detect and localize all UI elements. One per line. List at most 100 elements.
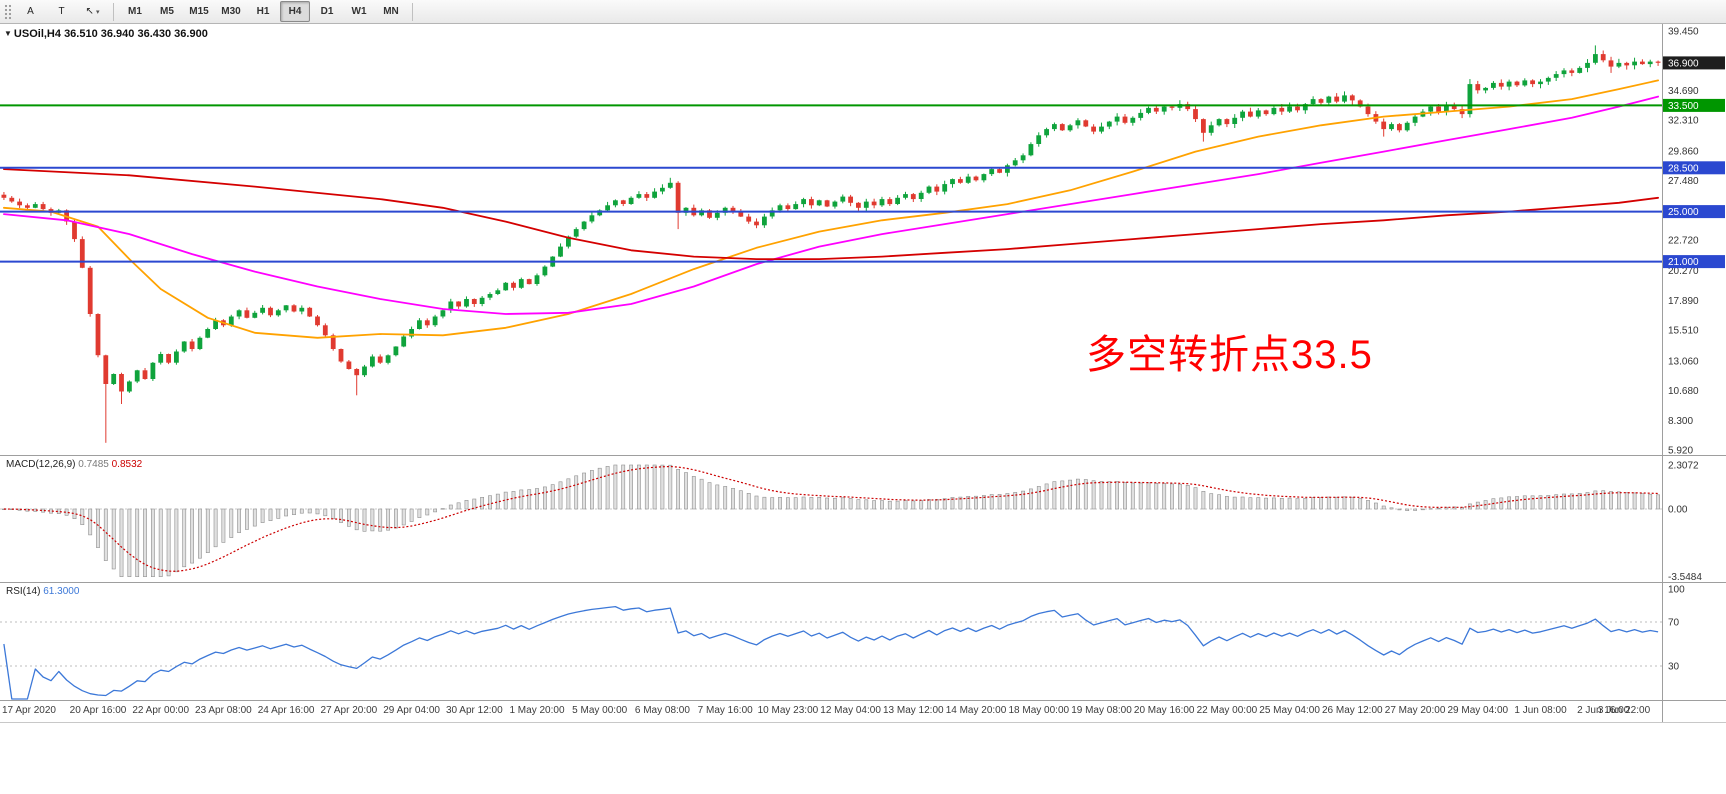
macd-bar (942, 498, 947, 510)
candle-body (1577, 67, 1583, 73)
rsi-panel[interactable] (0, 582, 1662, 700)
time-axis[interactable] (0, 700, 1662, 722)
chart-menu-triangle-icon[interactable]: ▼ (4, 29, 12, 38)
timeframe-button-W1[interactable]: W1 (351, 6, 367, 17)
macd-bar (558, 481, 563, 510)
candle-body (597, 210, 603, 216)
macd-bar (903, 500, 908, 510)
candle-body (1342, 95, 1347, 102)
timeframe-button-M1[interactable]: M1 (128, 6, 142, 17)
macd-bar (691, 476, 696, 510)
candle-body (252, 312, 258, 318)
candle-body (942, 184, 948, 192)
candle-body (1349, 95, 1355, 101)
timeframe-button-H4[interactable]: H4 (280, 1, 310, 22)
cursor-tool-button[interactable]: ↖ ▾ (85, 6, 100, 17)
time-label: 12 May 04:00 (820, 705, 881, 716)
macd-bar (1656, 494, 1661, 510)
candle-body (1326, 96, 1332, 103)
candle-body (1302, 104, 1308, 111)
macd-panel[interactable] (0, 455, 1662, 582)
time-label: 26 May 12:00 (1322, 705, 1383, 716)
macd-bar (574, 475, 579, 510)
price-tick-label: 22.720 (1668, 236, 1699, 247)
macd-bar (331, 508, 336, 520)
macd-signal-line (3, 465, 1659, 572)
candle-body (895, 197, 900, 204)
candle-body (809, 199, 814, 206)
candle-body (918, 192, 924, 199)
candle-body (856, 202, 861, 208)
candle-body (409, 329, 414, 337)
macd-bar (1562, 493, 1566, 510)
time-label: 17 Apr 2020 (2, 705, 56, 716)
macd-bar (1413, 508, 1418, 511)
chart-canvas[interactable]: 39.450 34.690 32.310 29.860 27.480 22.720 20.2… (0, 24, 1726, 794)
macd-bar (887, 500, 892, 510)
candle-body (189, 341, 195, 349)
annotation-text: 多空转折点33.5 (1086, 333, 1373, 377)
candle-body (1028, 144, 1034, 156)
candle-body (1059, 124, 1065, 131)
template-tool-button[interactable]: T (58, 6, 65, 17)
macd-indicator-label: MACD(12,26,9) 0.7485 0.8532 (6, 459, 142, 470)
timeframe-button-M5[interactable]: M5 (160, 6, 174, 17)
macd-bar (801, 496, 806, 510)
macd-bar (738, 490, 743, 510)
candle-body (573, 229, 579, 237)
macd-bar (550, 484, 555, 510)
main-chart-plot[interactable] (0, 24, 1662, 455)
timeframe-button-M30[interactable]: M30 (221, 6, 241, 17)
candle-body (362, 366, 367, 376)
price-tick-label: 13.060 (1668, 356, 1699, 367)
toolbar-grip[interactable] (4, 3, 11, 20)
price-badge-25.000 (1663, 205, 1725, 219)
candle-body (605, 205, 610, 211)
macd-bar (1264, 497, 1269, 510)
text-tool-button[interactable]: A (27, 6, 34, 17)
candle-body (127, 381, 132, 392)
candle-body (777, 205, 783, 211)
time-label: 30 Apr 12:00 (446, 705, 503, 716)
candle-body (119, 374, 124, 392)
macd-bar (785, 497, 790, 510)
price-axis[interactable] (1662, 24, 1726, 722)
candle-body (1655, 61, 1661, 63)
candle-body (1585, 62, 1590, 68)
candle-body (181, 341, 187, 352)
macd-bar (1013, 492, 1018, 510)
macd-bar (1217, 494, 1222, 510)
tool-button-group: A T ↖ ▾ (15, 1, 108, 22)
macd-bar (174, 508, 179, 573)
macd-bar (864, 499, 869, 510)
macd-bar (1162, 483, 1167, 510)
macd-bar (1554, 494, 1559, 510)
candle-body (965, 176, 971, 183)
price-tick-label: 32.310 (1668, 116, 1699, 127)
candle-body (683, 207, 689, 213)
candle-body (1075, 120, 1081, 126)
candle-body (1647, 61, 1653, 65)
macd-bar (840, 497, 845, 510)
timeframe-button-MN[interactable]: MN (383, 6, 399, 17)
timeframe-button-D1[interactable]: D1 (320, 6, 334, 17)
candle-body (526, 279, 532, 285)
candle-body (1036, 135, 1042, 144)
macd-main-value: 0.7485 (78, 459, 109, 470)
candle-body (1506, 81, 1512, 87)
macd-bar (213, 508, 218, 548)
candle-body (1248, 111, 1253, 117)
candle-body (958, 179, 963, 183)
candle-body (158, 354, 164, 363)
timeframe-button-M15[interactable]: M15 (189, 6, 209, 17)
candle-body (1530, 80, 1535, 85)
macd-bar (448, 504, 453, 510)
candle-body (95, 314, 101, 356)
macd-bar (1350, 496, 1355, 510)
candle-body (518, 279, 524, 288)
macd-bar (1569, 493, 1574, 510)
candles-layer (1, 45, 1661, 443)
price-tick-label: 15.510 (1668, 326, 1699, 337)
timeframe-button-H1[interactable]: H1 (256, 6, 270, 17)
candle-body (32, 204, 38, 208)
